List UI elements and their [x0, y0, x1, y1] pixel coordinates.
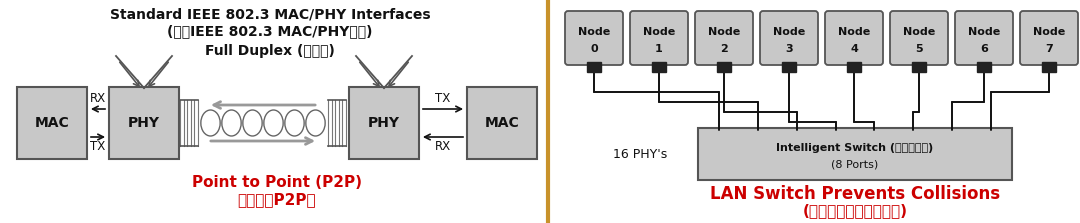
Text: MAC: MAC: [485, 116, 519, 130]
Text: 16 PHY's: 16 PHY's: [612, 147, 667, 161]
Text: 1: 1: [656, 43, 663, 54]
FancyBboxPatch shape: [630, 11, 688, 65]
FancyBboxPatch shape: [565, 11, 623, 65]
Text: Node: Node: [838, 27, 870, 37]
Ellipse shape: [285, 110, 305, 136]
Text: RX: RX: [435, 140, 451, 153]
Text: (局域网交换机预防冲突): (局域网交换机预防冲突): [802, 203, 907, 218]
Text: 4: 4: [850, 43, 858, 54]
Text: PHY: PHY: [129, 116, 160, 130]
Ellipse shape: [201, 110, 220, 136]
FancyBboxPatch shape: [109, 87, 179, 159]
Text: 7: 7: [1045, 43, 1053, 54]
FancyBboxPatch shape: [890, 11, 948, 65]
FancyBboxPatch shape: [955, 11, 1013, 65]
Text: 0: 0: [590, 43, 598, 54]
Ellipse shape: [221, 110, 241, 136]
Text: Node: Node: [1032, 27, 1065, 37]
FancyBboxPatch shape: [760, 11, 818, 65]
Ellipse shape: [306, 110, 325, 136]
Text: Node: Node: [578, 27, 610, 37]
Text: Intelligent Switch (智能交换机): Intelligent Switch (智能交换机): [777, 143, 933, 153]
Text: TX: TX: [435, 93, 450, 105]
Text: RX: RX: [90, 93, 106, 105]
FancyBboxPatch shape: [698, 128, 1012, 180]
Text: 3: 3: [785, 43, 793, 54]
Text: TX: TX: [91, 140, 106, 153]
Text: Node: Node: [773, 27, 805, 37]
Text: (8 Ports): (8 Ports): [832, 160, 879, 169]
Text: (标准IEEE 802.3 MAC/PHY接口): (标准IEEE 802.3 MAC/PHY接口): [167, 24, 373, 38]
Text: 5: 5: [915, 43, 922, 54]
Bar: [652, 62, 666, 72]
Text: LAN Switch Prevents Collisions: LAN Switch Prevents Collisions: [710, 185, 1000, 203]
Bar: [782, 62, 796, 72]
Bar: [588, 62, 600, 72]
Text: Full Duplex (全双工): Full Duplex (全双工): [205, 44, 335, 58]
FancyBboxPatch shape: [825, 11, 883, 65]
Text: Node: Node: [968, 27, 1000, 37]
FancyBboxPatch shape: [696, 11, 753, 65]
Bar: [1042, 62, 1056, 72]
FancyBboxPatch shape: [1020, 11, 1078, 65]
Text: 2: 2: [720, 43, 728, 54]
Text: PHY: PHY: [368, 116, 400, 130]
Text: Node: Node: [643, 27, 675, 37]
Text: Standard IEEE 802.3 MAC/PHY Interfaces: Standard IEEE 802.3 MAC/PHY Interfaces: [110, 8, 430, 22]
Bar: [912, 62, 926, 72]
Text: MAC: MAC: [35, 116, 69, 130]
Text: Point to Point (P2P): Point to Point (P2P): [192, 175, 362, 190]
FancyBboxPatch shape: [467, 87, 537, 159]
Bar: [977, 62, 991, 72]
Text: 点对点（P2P）: 点对点（P2P）: [238, 192, 316, 207]
Ellipse shape: [264, 110, 283, 136]
Text: Node: Node: [903, 27, 935, 37]
FancyBboxPatch shape: [349, 87, 419, 159]
Bar: [847, 62, 861, 72]
Bar: [717, 62, 731, 72]
Ellipse shape: [243, 110, 262, 136]
FancyBboxPatch shape: [17, 87, 87, 159]
Text: 6: 6: [980, 43, 988, 54]
Text: Node: Node: [707, 27, 740, 37]
